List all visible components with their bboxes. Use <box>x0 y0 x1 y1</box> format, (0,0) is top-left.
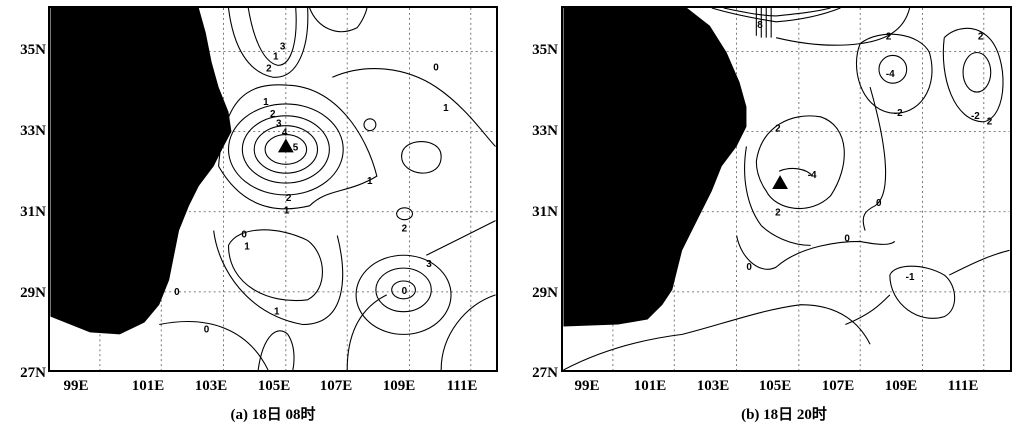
contour-label: 2 <box>987 117 993 128</box>
x-tick-label: 111E <box>446 378 478 394</box>
contour-label: -4 <box>886 69 895 80</box>
contour-label: 0 <box>433 62 439 73</box>
y-tick-label: 29N <box>20 285 46 301</box>
x-tick-label: 101E <box>131 378 165 394</box>
y-tick-label: 31N <box>20 204 46 220</box>
y-tick-label: 29N <box>532 285 558 301</box>
y-tick-label: 27N <box>20 365 46 381</box>
x-tick-label: 107E <box>821 378 855 394</box>
contour-label: 2 <box>270 109 276 120</box>
contour-lines <box>563 8 1010 370</box>
contour-label: 0 <box>174 287 180 298</box>
contour-label: -2 <box>894 108 903 119</box>
contour-label: 2 <box>775 208 781 219</box>
contour-label: 3 <box>276 119 282 130</box>
map-panel-a: 35N 33N 31N 29N 27N <box>0 0 500 427</box>
y-tick-label: 27N <box>532 365 558 381</box>
contour-label: -4 <box>808 170 817 181</box>
contour-label: 0 <box>746 262 752 273</box>
contour-label: 2 <box>775 124 781 135</box>
contour-label: 1 <box>367 176 373 187</box>
contour-label: 0 <box>241 229 247 240</box>
y-tick-label: 33N <box>532 123 558 139</box>
contour-label: 0 <box>402 286 408 297</box>
contour-label: -1 <box>906 272 915 283</box>
contour-label: 2 <box>402 224 408 235</box>
contour-label: 0 <box>204 324 210 335</box>
grid-lines <box>50 8 496 370</box>
x-tick-label: 109E <box>382 378 416 394</box>
contour-label: 1 <box>263 97 269 108</box>
panel-caption: (b) 18日 20时 <box>741 407 827 423</box>
contour-label: 5 <box>293 142 299 153</box>
x-tick-label: 99E <box>63 378 89 394</box>
station-marker <box>772 175 788 189</box>
x-tick-label: 111E <box>947 378 979 394</box>
contour-label: 1 <box>443 103 449 114</box>
contour-label: 3 <box>280 42 286 53</box>
x-tick-label: 99E <box>574 378 600 394</box>
contour-label: 1 <box>284 206 290 217</box>
contour-label: 3 <box>426 259 432 270</box>
contour-label: 2 <box>286 193 292 204</box>
map-svg: 1 2 3 1 2 3 4 5 1 2 1 0 1 0 1 2 3 0 0 0 <box>50 8 496 370</box>
contour-lines <box>159 8 496 370</box>
contour-label: 0 <box>844 233 850 244</box>
contour-label: 2 <box>978 32 984 43</box>
x-tick-label: 101E <box>633 378 667 394</box>
contour-label: 2 <box>886 32 892 43</box>
y-tick-label: 31N <box>532 204 558 220</box>
contour-label: -2 <box>971 111 980 122</box>
y-tick-label: 33N <box>20 123 46 139</box>
map-svg: 8 2 -4 -2 -2 2 2 -4 2 0 0 -1 0 2 <box>563 8 1010 370</box>
y-tick-label: 35N <box>20 42 46 58</box>
contour-label: 0 <box>876 198 882 209</box>
map-area: 1 2 3 1 2 3 4 5 1 2 1 0 1 0 1 2 3 0 0 0 <box>48 6 498 372</box>
contour-label: 1 <box>244 241 250 252</box>
contour-label: 1 <box>273 51 279 62</box>
x-tick-label: 103E <box>696 378 730 394</box>
terrain-mask <box>563 8 747 327</box>
map-panel-b: 35N 33N 31N 29N 27N <box>512 0 1013 427</box>
x-tick-label: 103E <box>194 378 228 394</box>
panel-caption: (a) 18日 08时 <box>230 407 316 423</box>
station-marker <box>277 138 294 153</box>
y-tick-label: 35N <box>532 42 558 58</box>
x-tick-label: 105E <box>257 378 291 394</box>
x-tick-label: 109E <box>884 378 918 394</box>
terrain-mask <box>50 8 232 335</box>
contour-label: 8 <box>757 20 763 31</box>
x-tick-label: 107E <box>319 378 353 394</box>
contour-label: 2 <box>266 63 272 74</box>
x-tick-label: 105E <box>758 378 792 394</box>
contour-label: 1 <box>274 307 280 318</box>
contour-label: 4 <box>282 128 288 139</box>
map-area: 8 2 -4 -2 -2 2 2 -4 2 0 0 -1 0 2 <box>561 6 1012 372</box>
